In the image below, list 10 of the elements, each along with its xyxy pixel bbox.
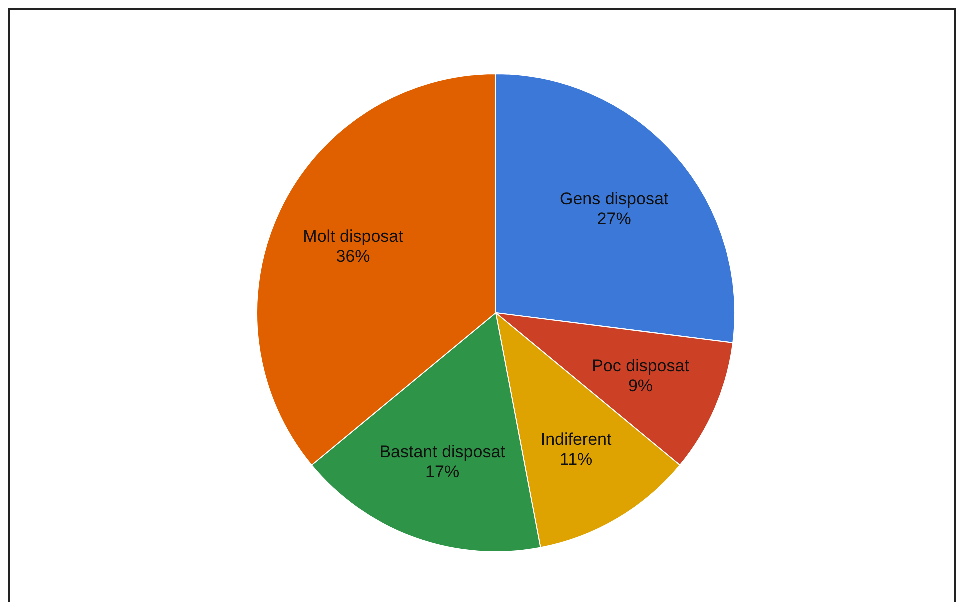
slice-label: Poc disposat [592,356,690,376]
data-label: 17% [426,462,460,482]
slice-label: Molt disposat [303,226,404,246]
slice-label: Indiferent [540,430,612,449]
data-label: 9% [628,376,654,396]
data-label: 36% [336,246,370,266]
data-label: 27% [597,210,632,229]
slice-label: Gens disposat [560,190,669,209]
data-label: 11% [560,450,593,469]
slice-label: Bastant disposat [380,442,506,462]
